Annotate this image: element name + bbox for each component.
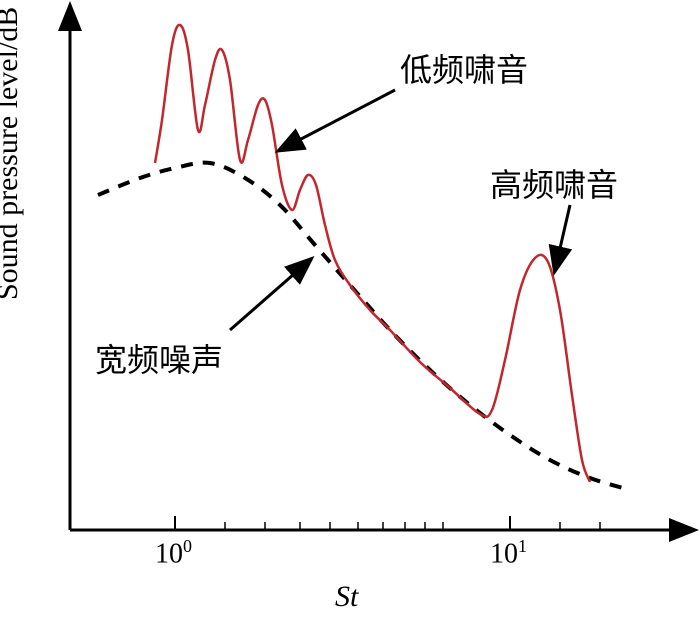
annotation-arrow [280,90,395,150]
annotation-label: 宽频噪声 [95,335,223,381]
x-tick-label: 101 [490,536,527,570]
annotation-arrow [555,205,570,270]
x-axis-label: St [335,580,358,614]
annotation-label: 高频啸音 [490,160,618,206]
tonal-curve [155,25,590,482]
broadband-curve [98,163,630,490]
y-axis-label: Sound pressure level/dB [0,7,25,300]
noise-spectrum-chart [0,0,700,618]
annotation-label: 低频啸音 [400,45,528,91]
annotation-arrow [230,260,310,330]
x-tick-label: 100 [155,536,192,570]
